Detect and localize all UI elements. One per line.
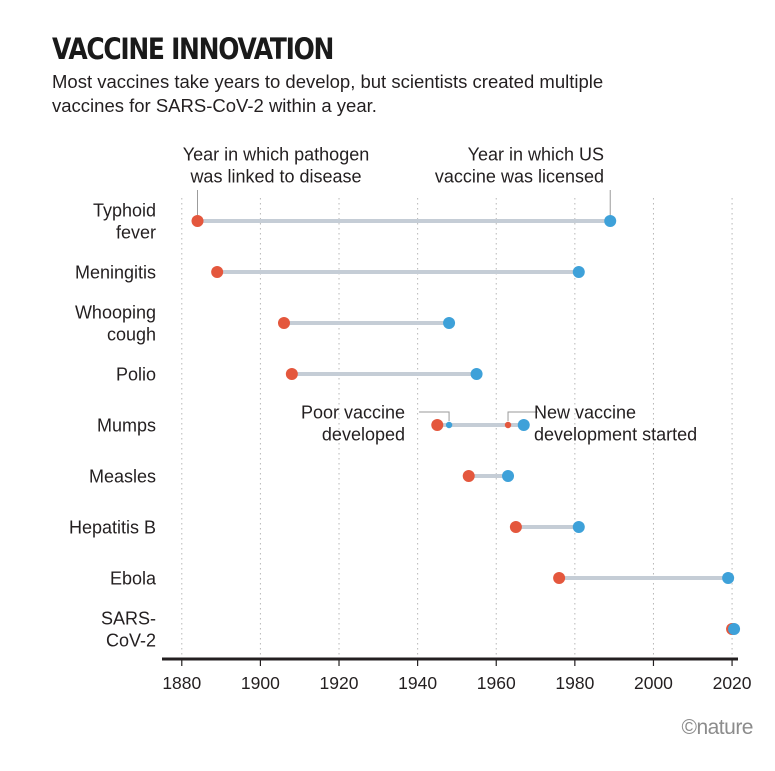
poor-vaccine-annotation-line: developed: [322, 424, 405, 444]
poor-vaccine-annotation-line: Poor vaccine: [301, 402, 405, 422]
x-tick-label: 1880: [162, 673, 201, 693]
linked-year-dot: [553, 572, 566, 584]
start-series-label: Year in which pathogen was linked to dise…: [183, 144, 369, 186]
row-label-line: cough: [107, 324, 156, 344]
row-label: Measles: [89, 466, 156, 486]
start-series-label-line: Year in which pathogen: [183, 144, 369, 164]
new-vaccine-dot: [504, 421, 512, 429]
chart-subtitle: Most vaccines take years to develop, but…: [52, 71, 604, 116]
nature-credit-logo: ©nature: [681, 716, 753, 739]
licensed-year-dot: [728, 623, 741, 635]
row-label: SARS-CoV-2: [101, 608, 156, 650]
end-series-label-line: Year in which US: [468, 144, 604, 164]
start-series-label-line: was linked to disease: [189, 166, 361, 186]
row-label-line: Polio: [116, 364, 156, 384]
x-tick-label: 1940: [398, 673, 437, 693]
row-label-line: SARS-: [101, 608, 156, 628]
new-vaccine-annotation-line: New vaccine: [534, 402, 636, 422]
row-label-line: CoV-2: [106, 630, 156, 650]
row-label: Mumps: [97, 415, 156, 435]
end-series-label: Year in which US vaccine was licensed: [435, 144, 604, 186]
row-label: Meningitis: [75, 262, 156, 282]
poor-vaccine-annotation: Poor vaccine developed: [301, 402, 405, 444]
row-label-line: Ebola: [110, 568, 157, 588]
row-label-line: Hepatitis B: [69, 517, 156, 537]
licensed-year-dot: [443, 317, 456, 329]
poor-vaccine-leader: [419, 411, 450, 421]
x-tick-label: 1980: [555, 673, 594, 693]
new-vaccine-annotation-line: development started: [534, 424, 697, 444]
licensed-year-dot: [722, 572, 735, 584]
row-label: Hepatitis B: [69, 517, 156, 537]
row-label-line: Measles: [89, 466, 156, 486]
row-label: Polio: [116, 364, 156, 384]
x-tick-label: 2020: [713, 673, 752, 693]
x-tick-label: 1920: [320, 673, 359, 693]
row-label: Typhoid fever: [93, 200, 156, 242]
x-tick-label: 2000: [634, 673, 673, 693]
licensed-year-dot: [572, 521, 585, 533]
end-series-label-line: vaccine was licensed: [435, 166, 604, 186]
new-vaccine-leader: [507, 411, 539, 421]
chart-title: VACCINE INNOVATION: [52, 32, 334, 66]
x-tick-label: 1960: [477, 673, 516, 693]
licensed-year-dot: [502, 470, 515, 482]
licensed-year-dot: [517, 419, 530, 431]
poor-vaccine-dot: [445, 421, 453, 429]
linked-year-dot: [211, 266, 224, 278]
linked-year-dot: [191, 215, 204, 227]
linked-year-dot: [509, 521, 522, 533]
new-vaccine-annotation: New vaccine development started: [534, 402, 697, 444]
linked-year-dot: [285, 368, 298, 380]
row-label-line: Whooping: [75, 302, 156, 322]
licensed-year-dot: [470, 368, 483, 380]
linked-year-dot: [277, 317, 290, 329]
linked-year-dot: [462, 470, 475, 482]
x-tick-label: 1900: [241, 673, 280, 693]
licensed-year-dot: [604, 215, 617, 227]
row-label: Whooping cough: [75, 302, 156, 344]
linked-year-dot: [431, 419, 444, 431]
row-label: Ebola: [110, 568, 157, 588]
row-label-line: Meningitis: [75, 262, 156, 282]
row-label-line: fever: [116, 222, 156, 242]
licensed-year-dot: [572, 266, 585, 278]
row-label-line: Typhoid: [93, 200, 156, 220]
row-label-line: Mumps: [97, 415, 156, 435]
